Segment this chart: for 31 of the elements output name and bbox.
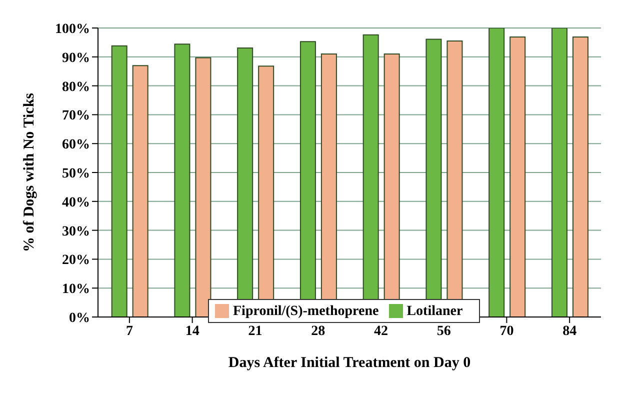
y-tick-label: 0% [69,310,90,326]
bar [510,36,526,317]
x-tick-label: 56 [436,324,451,339]
x-tick-label: 21 [248,324,262,339]
y-tick-label: 20% [62,253,90,268]
y-tick-label: 70% [62,108,90,124]
bar [195,57,212,317]
y-tick-label: 30% [62,224,90,240]
x-tick-label: 70 [500,324,514,339]
y-tick-label: 90% [62,50,90,66]
x-tick-label: 7 [126,324,133,339]
bar [551,28,568,317]
y-tick-label: 80% [62,80,90,95]
x-tick-label: 28 [311,324,326,339]
x-tick-label: 84 [562,324,577,339]
y-tick-label: 50% [62,166,90,182]
x-tick-label: 42 [374,324,388,339]
y-axis-title: % of Dogs with No Ticks [21,92,38,252]
y-tick-label: 60% [62,138,90,153]
legend-label: Fipronil/(S)-methoprene [233,304,379,319]
y-tick-label: 100% [55,22,90,37]
bar [132,65,148,317]
x-axis-title: Days After Initial Treatment on Day 0 [228,355,471,371]
bar [174,44,190,317]
x-tick-label: 14 [185,324,200,339]
y-tick-label: 10% [62,282,90,298]
y-tick-label: 40% [62,195,90,210]
bar [488,28,505,317]
bar [111,45,128,317]
legend-label: Lotilaner [406,304,463,319]
bar [572,36,588,317]
